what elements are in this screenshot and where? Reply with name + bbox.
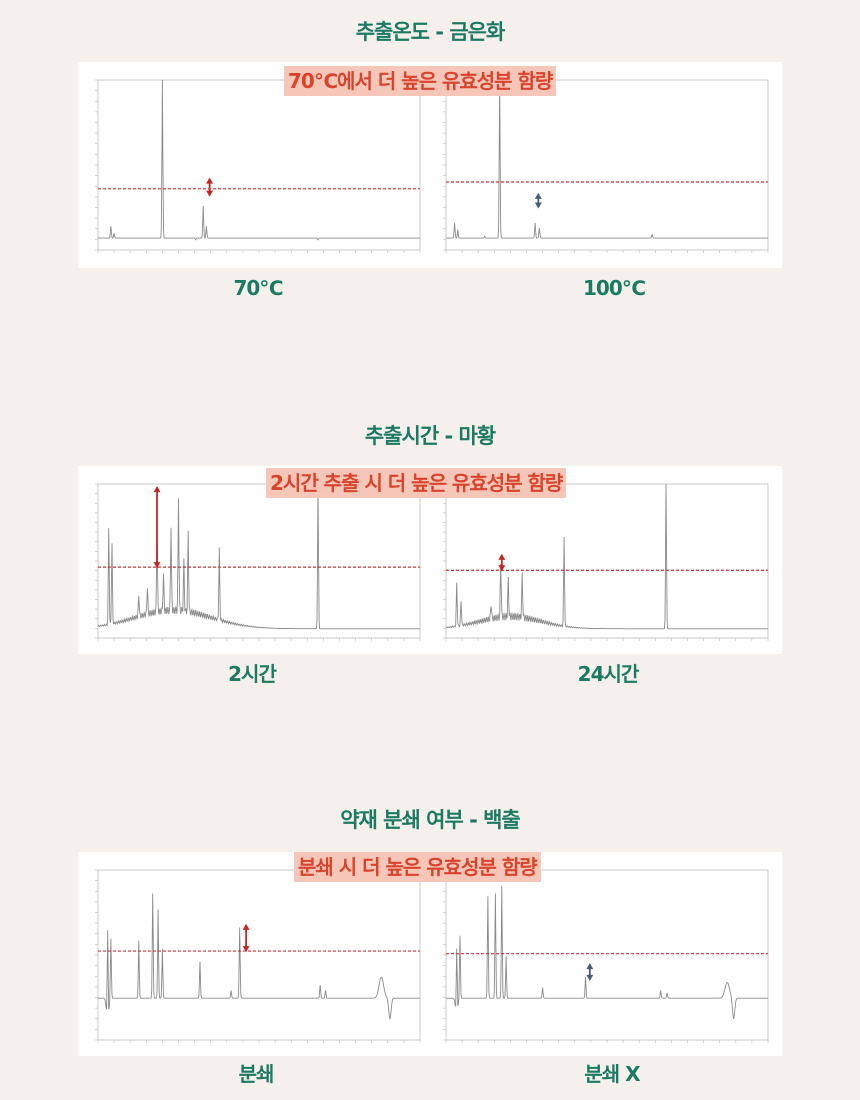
plot-frame [445,79,769,251]
caption-left: 2시간 [228,662,277,686]
caption-right: 24시간 [577,662,640,686]
arrow-head-top [153,486,161,493]
chart-panel: 분쇄 시 더 높은 유효성분 함량 [78,852,782,1056]
arrow-head-bottom [586,974,594,981]
section-title: 약재 분쇄 여부 - 백출 [340,808,521,832]
section-title: 추출시간 - 마황 [364,424,496,448]
arrow-head-bottom [534,202,542,209]
chromatogram-trace [98,893,420,1020]
arrow-head-top [586,963,594,970]
caption-right: 분쇄 X [584,1062,640,1086]
chromatogram-not-ground [434,856,774,1052]
arrow-head-bottom [242,946,250,953]
section-title: 추출온도 - 금은화 [355,20,506,44]
chromatogram-ground [86,856,426,1052]
caption-left: 70℃ [233,276,283,300]
chromatogram-70c [86,66,426,262]
chromatogram-trace [97,488,420,630]
chart-panel: 70℃에서 더 높은 유효성분 함량 [78,62,782,268]
chromatogram-trace [98,79,420,241]
caption-right: 100℃ [583,276,646,300]
result-banner: 2시간 추출 시 더 높은 유효성분 함량 [266,468,567,498]
chart-panel: 2시간 추출 시 더 높은 유효성분 함량 [78,466,782,654]
plot-frame [97,483,421,639]
chromatogram-trace [446,885,768,1019]
result-banner: 70℃에서 더 높은 유효성분 함량 [284,66,557,96]
caption-left: 분쇄 [238,1062,275,1086]
chromatogram-trace [446,83,768,239]
arrow-head-top [242,923,250,930]
result-banner: 분쇄 시 더 높은 유효성분 함량 [294,852,541,882]
arrow-head-bottom [153,562,161,569]
chromatogram-trace [445,483,768,630]
plot-frame [97,869,421,1041]
arrow-head-bottom [498,565,506,572]
arrow-head-top [206,177,214,184]
plot-frame [445,483,769,639]
chromatogram-2h [86,470,426,650]
arrow-head-top [534,192,542,199]
plot-frame [97,79,421,251]
arrow-head-top [498,553,506,560]
arrow-head-bottom [206,190,214,197]
